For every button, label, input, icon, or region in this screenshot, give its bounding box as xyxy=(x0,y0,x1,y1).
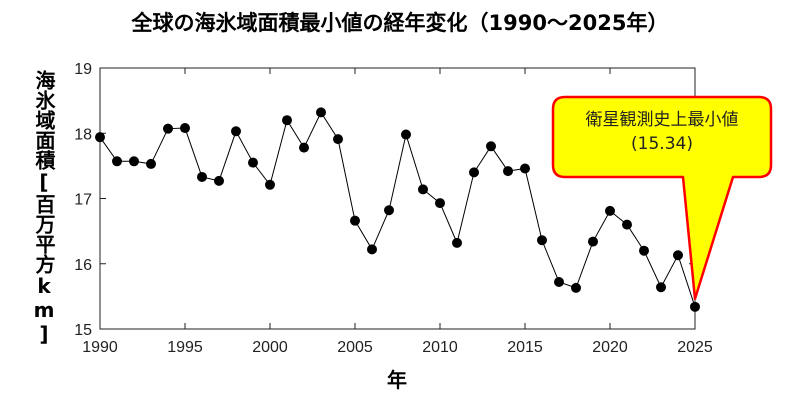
data-point-2020 xyxy=(605,205,615,216)
data-point-2000 xyxy=(265,179,275,190)
y-tick-label: 19 xyxy=(74,61,92,78)
data-point-2022 xyxy=(639,245,649,256)
data-point-1991 xyxy=(112,156,122,167)
record-low-callout: 衛星観測史上最小値 (15.34) xyxy=(551,95,773,301)
data-point-2014 xyxy=(503,166,513,177)
x-tick-label: 2005 xyxy=(337,339,373,356)
x-tick-label: 1990 xyxy=(82,339,118,356)
x-tick-label: 2020 xyxy=(592,339,628,356)
data-point-2013 xyxy=(486,141,496,152)
data-point-2009 xyxy=(418,184,428,195)
x-tick-label: 1995 xyxy=(167,339,203,356)
data-point-2015 xyxy=(520,163,530,174)
data-point-2016 xyxy=(537,235,547,246)
y-tick-label: 16 xyxy=(74,257,92,274)
x-tick-label: 2000 xyxy=(252,339,288,356)
callout-shape xyxy=(551,95,773,301)
data-point-2017 xyxy=(554,277,564,288)
y-tick-label: 18 xyxy=(74,126,92,143)
y-tick-label: 17 xyxy=(74,192,92,209)
y-axis-label: 海氷域面積[百万平方km] xyxy=(32,69,56,346)
data-point-2018 xyxy=(571,282,581,293)
data-point-2004 xyxy=(333,134,343,145)
data-point-2010 xyxy=(435,198,445,209)
data-point-1995 xyxy=(180,123,190,134)
data-point-2003 xyxy=(316,107,326,118)
data-point-2019 xyxy=(588,236,598,247)
data-point-1998 xyxy=(231,126,241,137)
x-tick-label: 2015 xyxy=(507,339,543,356)
data-point-2021 xyxy=(622,219,632,230)
data-point-2025 xyxy=(690,301,700,312)
callout-text-line2: (15.34) xyxy=(631,134,693,154)
callout-text-line1: 衛星観測史上最小値 xyxy=(586,110,739,130)
x-tick-label: 2010 xyxy=(422,339,458,356)
data-point-2001 xyxy=(282,115,292,126)
data-point-2002 xyxy=(299,142,309,153)
x-tick-label: 2025 xyxy=(677,339,713,356)
data-point-1992 xyxy=(129,156,139,167)
data-point-2011 xyxy=(452,237,462,248)
data-points xyxy=(95,107,700,312)
data-point-1996 xyxy=(197,171,207,182)
data-point-2005 xyxy=(350,215,360,226)
chart-title: 全球の海氷域面積最小値の経年変化（1990〜2025年） xyxy=(131,11,669,35)
x-axis-ticks: 1990 1995 2000 2005 2010 2015 2020 2025 xyxy=(82,68,713,356)
data-point-2023 xyxy=(656,282,666,293)
data-point-2006 xyxy=(367,244,377,255)
data-point-2008 xyxy=(401,129,411,140)
data-point-1993 xyxy=(146,158,156,169)
data-point-1990 xyxy=(95,132,105,143)
y-tick-label: 15 xyxy=(74,322,92,339)
data-point-2007 xyxy=(384,205,394,216)
x-axis-label: 年 xyxy=(387,368,407,392)
data-point-2012 xyxy=(469,167,479,178)
data-point-1997 xyxy=(214,175,224,186)
data-point-1994 xyxy=(163,123,173,134)
data-point-2024 xyxy=(673,250,683,261)
series-line xyxy=(99,111,696,307)
data-point-1999 xyxy=(248,157,258,168)
